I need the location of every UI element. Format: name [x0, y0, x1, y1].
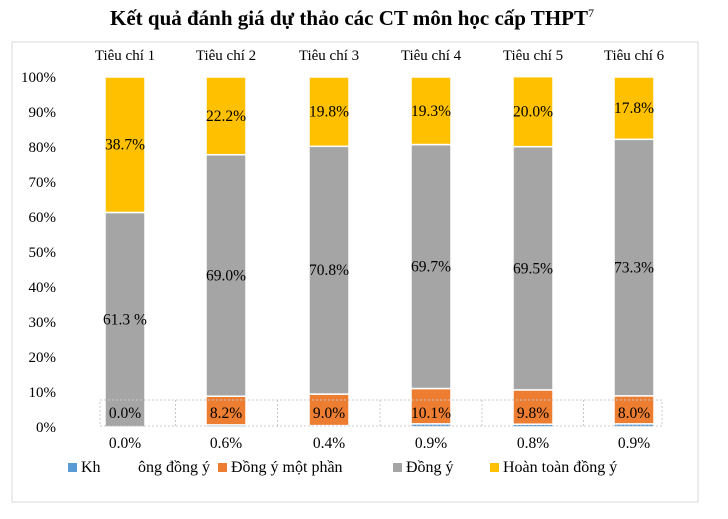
bar-segment: [613, 76, 655, 141]
bars: [104, 75, 655, 428]
label-khong-dong-y: 0.4%: [313, 435, 345, 452]
y-tick-label: 0%: [36, 420, 56, 436]
label-dong-y: 69.7%: [411, 259, 451, 276]
category-label: Tiêu chí 4: [401, 48, 462, 64]
label-dong-y: 73.3%: [614, 260, 654, 277]
y-tick-label: 40%: [29, 280, 57, 296]
y-tick-label: 30%: [29, 315, 57, 331]
category-label: Tiêu chí 2: [196, 48, 256, 64]
label-khong-dong-y: 0.8%: [517, 435, 549, 452]
chart-title-superscript: 7: [588, 6, 594, 20]
y-tick-label: 60%: [29, 210, 57, 226]
legend-swatch: [393, 463, 402, 472]
category-labels: Tiêu chí 1 Tiêu chí 2 Tiêu chí 3 Tiêu chí 4…: [95, 48, 665, 64]
bar-segment: [410, 76, 452, 146]
category-label: Tiêu chí 5: [503, 48, 563, 64]
label-dong-y-mot-phan: 8.0%: [618, 405, 650, 422]
y-tick-label: 50%: [29, 245, 57, 261]
label-khong-dong-y: 0.6%: [210, 435, 242, 452]
legend: Kh ông đồng ý Đồng ý một phần Đồng ý Hoàn to…: [68, 459, 617, 476]
small-values-dividers: [175, 400, 584, 426]
y-tick-label: 10%: [29, 385, 57, 401]
y-tick-label: 90%: [29, 105, 57, 121]
bar-segment: [205, 153, 247, 397]
bar-segment: [205, 76, 247, 156]
small-values-data-table: [99, 399, 663, 427]
bar-segment: [104, 76, 146, 214]
label-hoan-toan-dong-y: 38.7%: [105, 137, 145, 154]
category-label: Tiêu chí 6: [604, 48, 665, 64]
y-tick-label: 80%: [29, 140, 57, 156]
legend-label: Hoàn toàn đồng ý: [503, 459, 617, 476]
category-label: Tiêu chí 3: [299, 48, 359, 64]
y-axis: 0% 10% 20% 30% 40% 50% 60% 70% 80% 90% 100%: [21, 70, 56, 436]
legend-label: ông đồng ý: [138, 459, 210, 476]
y-tick-label: 70%: [29, 175, 57, 191]
label-dong-y-mot-phan: 0.0%: [109, 405, 141, 422]
bar-segment: [613, 395, 655, 425]
bar-segment: [410, 143, 452, 390]
legend-label: Đồng ý một phần: [231, 459, 343, 476]
legend-swatch: [490, 463, 499, 472]
y-tick-label: 100%: [21, 70, 56, 86]
bar-segment: [308, 145, 350, 395]
y-tick-label: 20%: [29, 350, 57, 366]
label-hoan-toan-dong-y: 17.8%: [614, 100, 654, 117]
label-dong-y: 70.8%: [309, 262, 349, 279]
label-hoan-toan-dong-y: 22.2%: [206, 108, 246, 125]
label-dong-y: 61.3 %: [103, 312, 147, 329]
label-dong-y: 69.5%: [513, 260, 553, 277]
legend-swatch: [68, 463, 77, 472]
label-hoan-toan-dong-y: 19.3%: [411, 103, 451, 120]
label-dong-y: 69.0%: [206, 267, 246, 284]
bar-segment: [410, 387, 452, 425]
label-dong-y-mot-phan: 8.2%: [210, 405, 242, 422]
chart-title-text: Kết quả đánh giá dự thảo các CT môn học …: [110, 6, 588, 30]
label-khong-dong-y: 0.9%: [618, 435, 650, 452]
bar-segment: [308, 393, 350, 427]
category-label: Tiêu chí 1: [95, 48, 155, 64]
bar-segment: [512, 145, 554, 391]
bar-segment: [613, 138, 655, 397]
label-dong-y-mot-phan: 9.0%: [313, 405, 345, 422]
label-hoan-toan-dong-y: 19.8%: [309, 104, 349, 121]
label-dong-y-mot-phan: 9.8%: [517, 405, 549, 422]
chart-title: Kết quả đánh giá dự thảo các CT môn học …: [110, 6, 594, 30]
legend-swatch: [218, 463, 227, 472]
label-khong-dong-y: 0.9%: [415, 435, 447, 452]
bar-segment: [512, 75, 554, 148]
label-hoan-toan-dong-y: 20.0%: [513, 104, 553, 121]
bar-segment: [308, 76, 350, 148]
label-dong-y-mot-phan: 10.1%: [411, 405, 451, 422]
data-labels: 0.0% 0.0% 61.3 % 38.7% 0.6% 8.2% 69.0% 22.2% 0.4…: [103, 100, 654, 452]
label-khong-dong-y: 0.0%: [109, 435, 141, 452]
legend-label: Kh: [81, 459, 101, 476]
legend-label: Đồng ý: [406, 459, 454, 476]
plot-frame: [11, 41, 699, 503]
